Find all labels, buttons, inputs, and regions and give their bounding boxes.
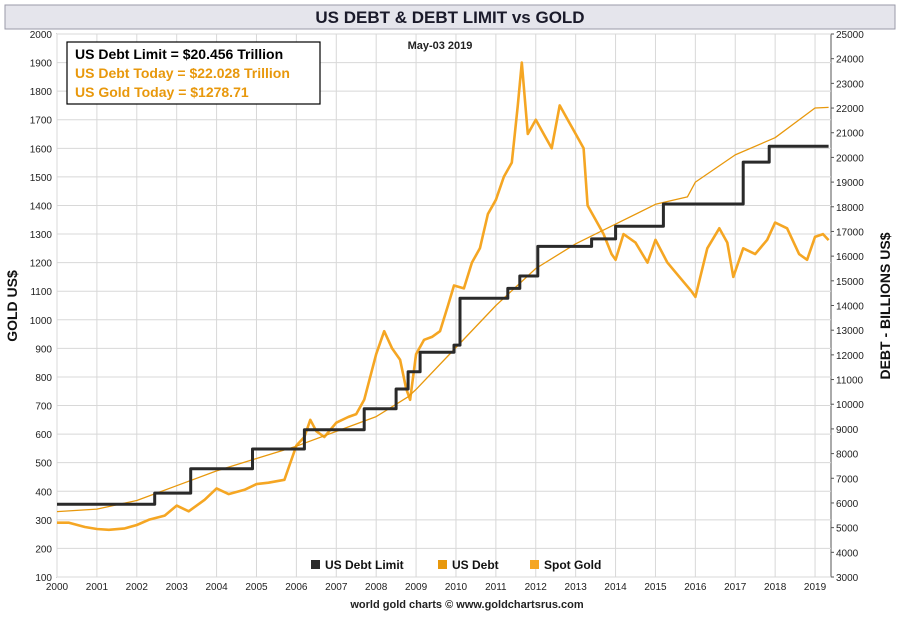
y-left-tick-label: 1600: [30, 144, 53, 155]
y-left-tick-label: 600: [35, 430, 52, 441]
y-left-tick-label: 1300: [30, 230, 53, 241]
legend: US Debt Limit US Debt Spot Gold: [311, 558, 601, 572]
y-right-tick-label: 10000: [836, 400, 864, 411]
y-left-tick-label: 800: [35, 373, 52, 384]
y-right-tick-label: 23000: [836, 79, 864, 90]
x-tick-label: 2013: [565, 582, 588, 593]
x-tick-label: 2015: [644, 582, 667, 593]
y-right-tick-label: 14000: [836, 302, 864, 313]
y-left-tick-label: 2000: [30, 30, 53, 41]
x-tick-label: 2001: [86, 582, 109, 593]
x-tick-label: 2018: [764, 582, 787, 593]
y-left-tick-label: 200: [35, 544, 52, 555]
x-tick-label: 2019: [804, 582, 827, 593]
legend-swatch-debt-limit: [311, 560, 320, 569]
legend-label-debt-limit: US Debt Limit: [325, 558, 404, 572]
chart-title: US DEBT & DEBT LIMIT vs GOLD: [315, 8, 584, 27]
y-left-tick-label: 1000: [30, 316, 53, 327]
y-right-tick-label: 15000: [836, 277, 864, 288]
plot-area: [56, 33, 832, 578]
y-left-tick-label: 700: [35, 402, 52, 413]
y-right-tick-label: 25000: [836, 30, 864, 41]
y-left-tick-label: 1700: [30, 116, 53, 127]
x-tick-label: 2016: [684, 582, 707, 593]
series-line-us-debt-limit: [57, 144, 829, 506]
x-tick-label: 2009: [405, 582, 428, 593]
legend-swatch-debt: [438, 560, 447, 569]
legend-label-gold: Spot Gold: [544, 558, 601, 572]
axis-layer: 100 200 300 400 500 600 700 800 900 1000 1100 1200 1…: [30, 30, 864, 593]
y-left-tick-label: 1400: [30, 201, 53, 212]
x-tick-label: 2012: [525, 582, 548, 593]
y-right-tick-label: 19000: [836, 178, 864, 189]
series-line-spot-gold: [57, 61, 830, 532]
x-tick-label: 2000: [46, 582, 69, 593]
x-tick-label: 2006: [285, 582, 308, 593]
y-right-tick-label: 11000: [836, 376, 864, 387]
x-tick-label: 2005: [245, 582, 268, 593]
y-left-tick-label: 400: [35, 487, 52, 498]
y-right-tick-label: 24000: [836, 55, 864, 66]
title-banner: [4, 4, 896, 30]
x-tick-label: 2002: [126, 582, 149, 593]
info-debt-today: US Debt Today = $22.028 Trillion: [75, 65, 290, 81]
series-layer: [56, 61, 830, 532]
x-tick-label: 2010: [445, 582, 468, 593]
x-tick-label: 2004: [205, 582, 228, 593]
y-left-tick-label: 1200: [30, 259, 53, 270]
x-tick-label: 2007: [325, 582, 348, 593]
y-right-tick-label: 8000: [836, 450, 859, 461]
footer-credit: world gold charts © www.goldchartsrus.co…: [349, 599, 583, 611]
legend-label-debt: US Debt: [452, 558, 499, 572]
y-axis-left-title: GOLD US$: [4, 270, 20, 342]
info-debt-limit: US Debt Limit = $20.456 Trillion: [75, 46, 283, 62]
legend-swatch-gold: [530, 560, 539, 569]
y-right-tick-label: 5000: [836, 524, 859, 535]
y-left-tick-label: 1800: [30, 87, 53, 98]
y-right-tick-label: 16000: [836, 252, 864, 263]
y-right-tick-label: 3000: [836, 573, 859, 584]
x-tick-label: 2003: [166, 582, 189, 593]
y-right-tick-label: 7000: [836, 474, 859, 485]
y-right-tick-label: 12000: [836, 351, 864, 362]
y-right-tick-label: 22000: [836, 104, 864, 115]
y-right-tick-label: 18000: [836, 203, 864, 214]
series-line-us-debt: [56, 106, 829, 513]
y-left-tick-label: 300: [35, 516, 52, 527]
y-right-tick-label: 4000: [836, 548, 859, 559]
y-right-tick-label: 17000: [836, 227, 864, 238]
y-right-tick-label: 6000: [836, 499, 859, 510]
y-left-tick-label: 500: [35, 459, 52, 470]
y-left-tick-label: 1500: [30, 173, 53, 184]
y-left-tick-label: 100: [35, 573, 52, 584]
y-left-tick-label: 1100: [30, 287, 52, 298]
date-label: May-03 2019: [408, 40, 473, 52]
x-tick-label: 2017: [724, 582, 747, 593]
y-right-tick-label: 9000: [836, 425, 859, 436]
x-tick-label: 2011: [485, 582, 507, 593]
x-tick-label: 2014: [604, 582, 627, 593]
y-left-tick-label: 1900: [30, 59, 53, 70]
info-gold-today: US Gold Today = $1278.71: [75, 84, 249, 100]
y-right-tick-label: 13000: [836, 326, 864, 337]
x-tick-label: 2008: [365, 582, 388, 593]
info-box: [66, 41, 321, 105]
y-right-tick-label: 20000: [836, 153, 864, 164]
y-axis-right-title: DEBT - BILLIONS US$: [877, 232, 893, 379]
y-right-tick-label: 21000: [836, 129, 864, 140]
y-left-tick-label: 900: [35, 344, 52, 355]
